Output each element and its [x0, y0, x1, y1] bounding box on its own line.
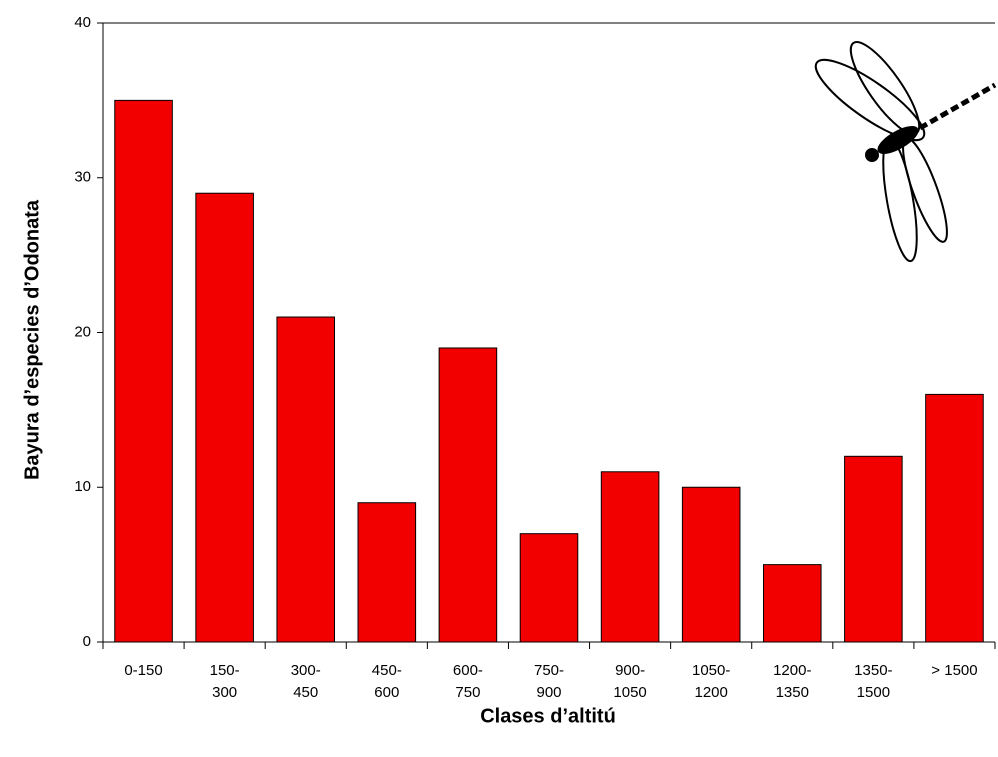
y-tick-label: 10: [74, 478, 91, 495]
bar: [520, 534, 578, 642]
x-axis-title: Clases d’altitú: [480, 705, 616, 727]
x-tick-label: 450- 600: [347, 660, 427, 704]
x-tick-label: 1350- 1500: [833, 660, 913, 704]
page: {"chart_data": {"type": "bar", "x_label"…: [0, 0, 998, 757]
y-tick-label: 40: [74, 14, 91, 31]
x-tick-label: 750- 900: [509, 660, 589, 704]
dragonfly-illustration: [806, 34, 995, 264]
x-tick-label: 1050- 1200: [671, 660, 751, 704]
y-axis-title: Bayura d’especies d’Odonata: [21, 199, 43, 480]
bar: [763, 565, 821, 642]
y-tick-label: 0: [83, 633, 91, 650]
bar: [845, 456, 903, 642]
bar: [439, 348, 497, 642]
chart: Clases d’altitú Bayura d’especies d’Odon…: [0, 0, 998, 757]
y-tick-label: 30: [74, 169, 91, 186]
x-tick-label: > 1500: [914, 660, 994, 682]
bar: [277, 317, 335, 642]
bar: [682, 487, 740, 642]
x-tick-label: 300- 450: [266, 660, 346, 704]
x-tick-label: 150- 300: [185, 660, 265, 704]
x-tick-label: 0-150: [104, 660, 184, 682]
bar: [926, 394, 984, 642]
bar: [358, 503, 416, 642]
bar: [196, 193, 254, 642]
bar: [601, 472, 659, 642]
x-tick-label: 1200- 1350: [752, 660, 832, 704]
x-tick-label: 600- 750: [428, 660, 508, 704]
y-tick-label: 20: [74, 323, 91, 340]
x-tick-label: 900- 1050: [590, 660, 670, 704]
bar: [115, 100, 173, 642]
